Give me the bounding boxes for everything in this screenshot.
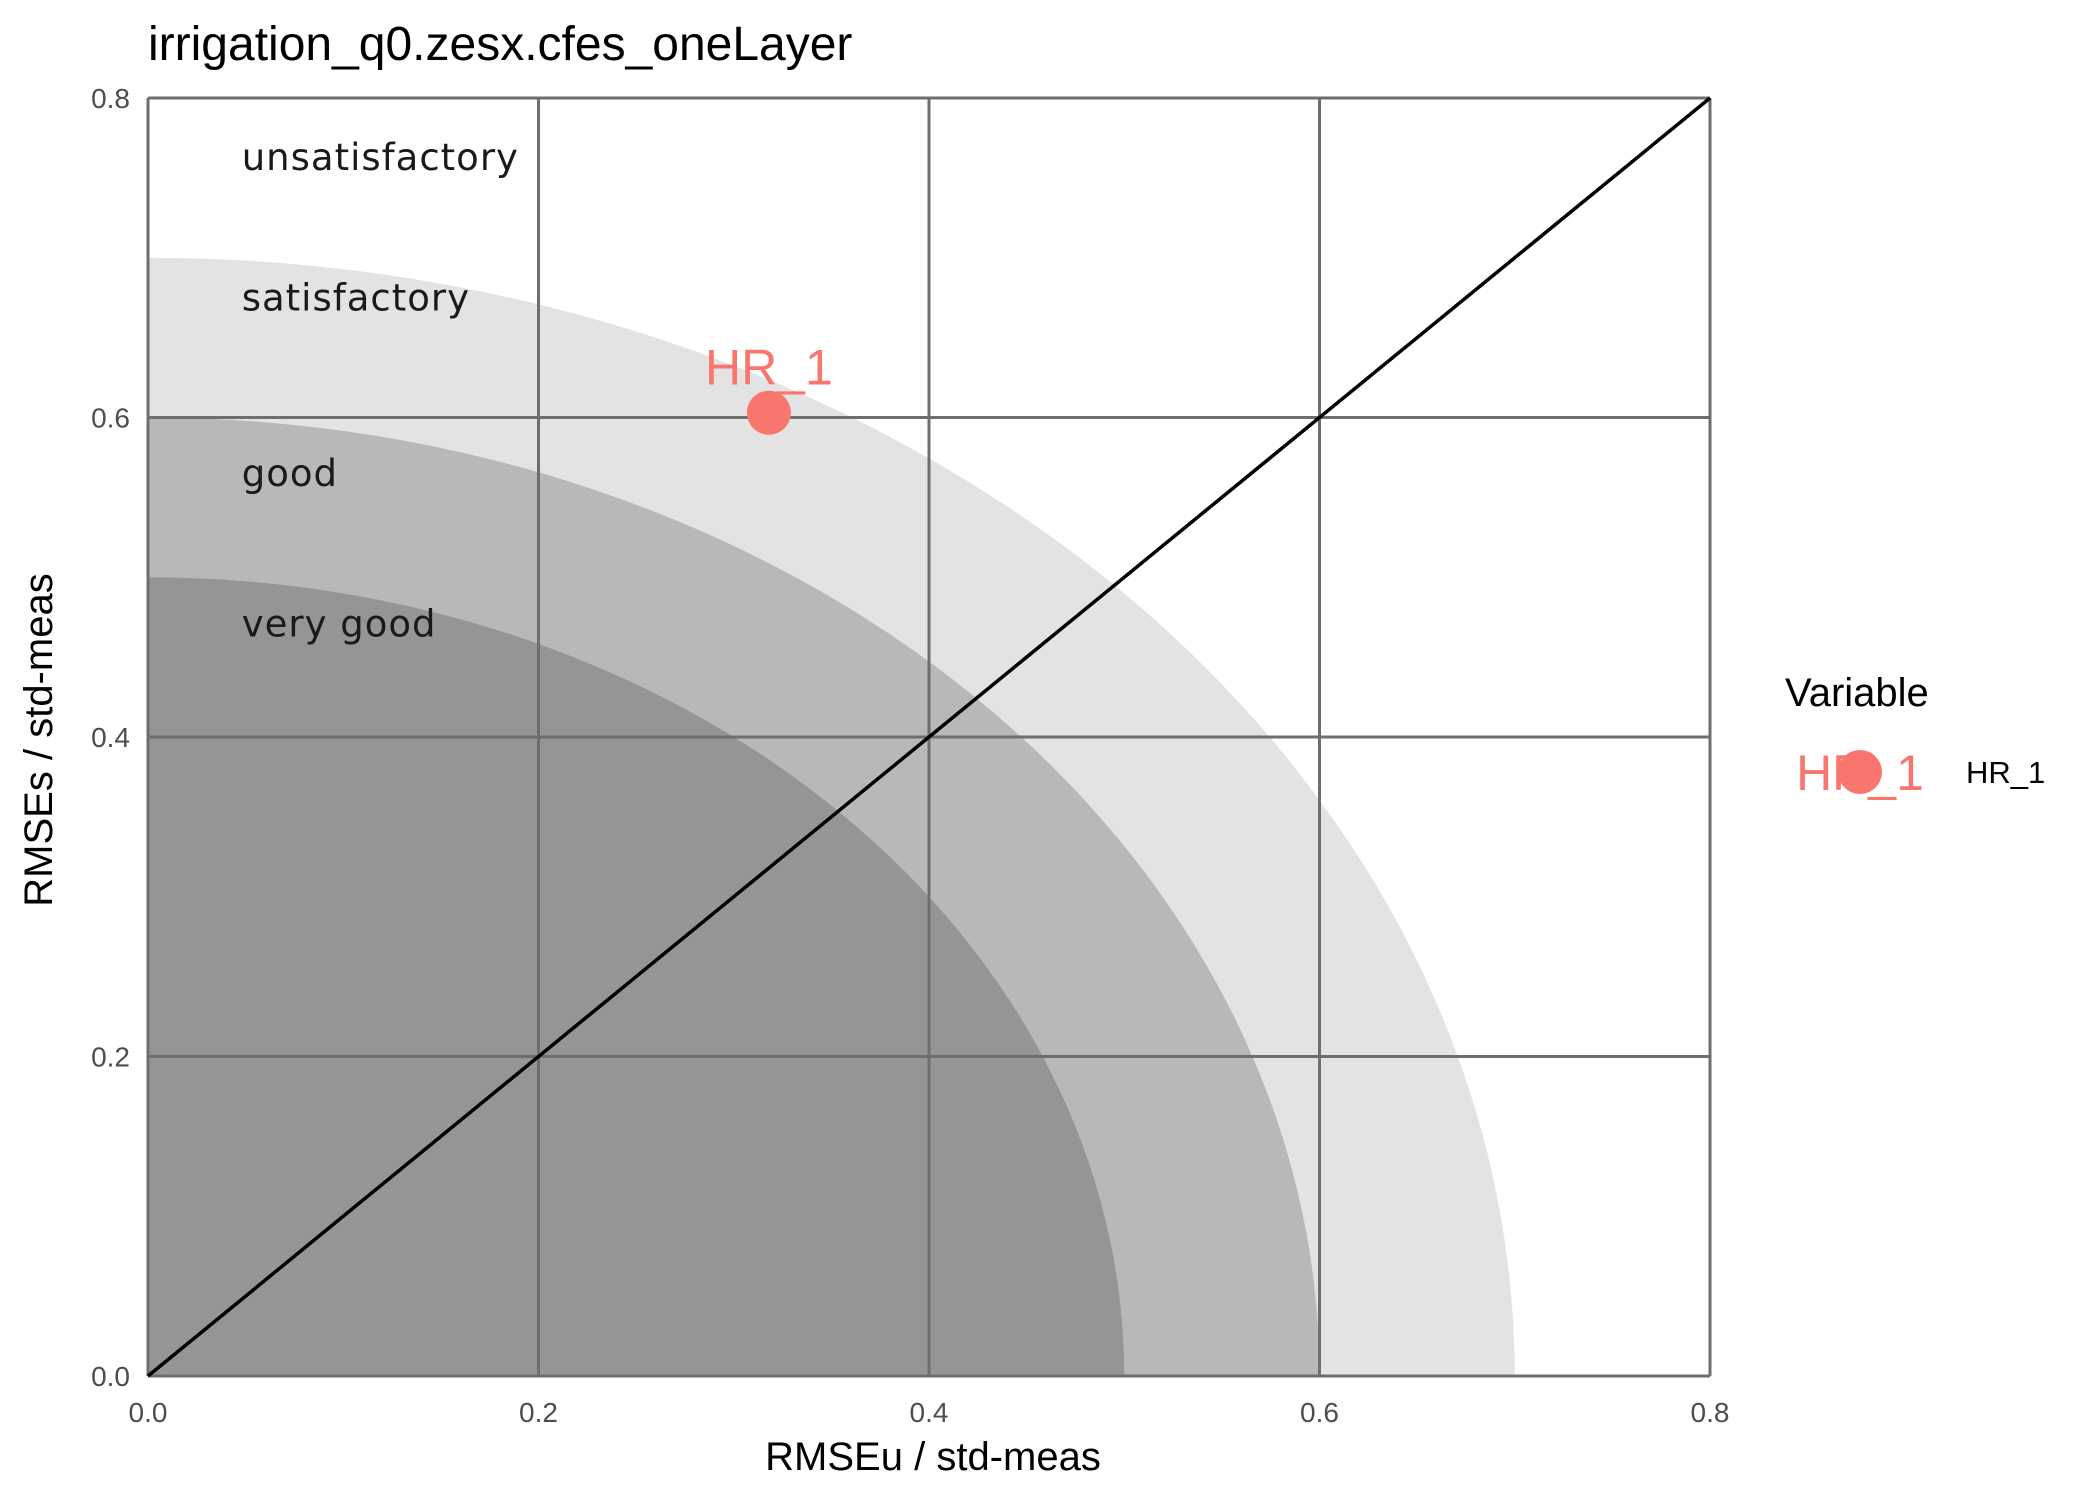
data-point-label: HR_1	[705, 340, 833, 396]
data-point	[746, 390, 791, 435]
legend-entries: HR_1HR_1	[1796, 745, 2045, 801]
identity-line	[146, 96, 1712, 1378]
x-tick-label: 0.2	[519, 1397, 558, 1428]
x-tick-label: 0.4	[910, 1397, 949, 1428]
zone-label-very-good: very good	[242, 602, 437, 645]
y-axis-label: RMSEs / std-meas	[17, 573, 61, 906]
grid-lines	[146, 96, 1712, 1378]
zone-label-unsatisfactory: unsatisfactory	[242, 136, 519, 179]
x-tick-label: 0.0	[129, 1397, 168, 1428]
data-points: HR_1	[705, 340, 833, 435]
y-tick-label: 0.0	[91, 1361, 130, 1392]
zone-labels: unsatisfactory satisfactory good very good	[242, 136, 519, 645]
identity-line-path	[146, 96, 1712, 1378]
y-tick-label: 0.6	[91, 403, 130, 434]
y-tick-label: 0.4	[91, 722, 130, 753]
legend-title: Variable	[1785, 671, 1929, 715]
legend-key-point	[1838, 750, 1882, 794]
x-tick-label: 0.8	[1691, 1397, 1730, 1428]
legend-entry-label: HR_1	[1966, 755, 2045, 790]
x-axis-label: RMSEu / std-meas	[765, 1435, 1101, 1479]
y-tick-labels: 0.0 0.2 0.4 0.6 0.8	[91, 83, 130, 1392]
x-tick-labels: 0.0 0.2 0.4 0.6 0.8	[129, 1397, 1730, 1428]
x-tick-label: 0.6	[1300, 1397, 1339, 1428]
zone-label-satisfactory: satisfactory	[242, 276, 470, 319]
y-tick-label: 0.2	[91, 1042, 130, 1073]
zone-label-good: good	[242, 452, 338, 495]
y-tick-label: 0.8	[91, 83, 130, 114]
legend: Variable HR_1HR_1	[1785, 671, 2045, 801]
chart-title: irrigation_q0.zesx.cfes_oneLayer	[148, 18, 852, 71]
